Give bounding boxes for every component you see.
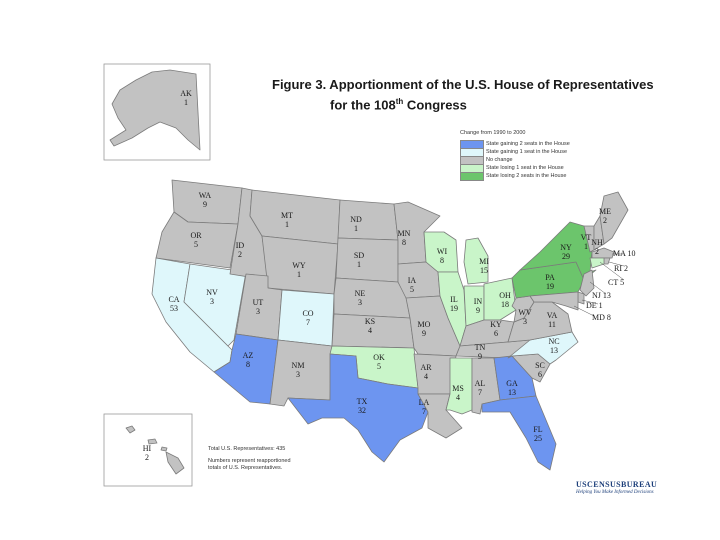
state-maine [599, 191, 629, 245]
state-hawaii [125, 425, 185, 475]
state-north-dakota [337, 199, 399, 241]
svg-text:UT3: UT 3 [253, 298, 264, 316]
svg-text:AR4: AR 4 [420, 363, 432, 381]
svg-text:NE3: NE 3 [355, 289, 366, 307]
numbers-note: Numbers represent reapportioned totals o… [208, 458, 291, 471]
svg-text:DE 1: DE 1 [586, 301, 603, 310]
northeast-side-labels: MA 10 RI 2 CT 5 NJ 13 DE 1 MD 8 [586, 249, 635, 322]
svg-text:MA 10: MA 10 [613, 249, 635, 258]
state-massachusetts [591, 247, 615, 259]
state-oregon [155, 211, 239, 269]
map-legend: Change from 1990 to 2000 State gaining 2… [460, 130, 570, 181]
svg-text:SC6: SC 6 [535, 361, 545, 379]
svg-text:NM3: NM 3 [292, 361, 305, 379]
svg-text:LA7: LA 7 [419, 398, 430, 416]
state-connecticut [589, 257, 605, 269]
svg-text:NJ 13: NJ 13 [592, 291, 611, 300]
state-indiana [463, 285, 485, 327]
state-south-dakota [335, 237, 399, 283]
svg-text:IN9: IN 9 [474, 297, 483, 315]
state-georgia [493, 355, 537, 401]
svg-text:WA9: WA 9 [199, 191, 212, 209]
leader-lines [573, 253, 625, 317]
svg-text:AK1: AK 1 [180, 89, 192, 107]
legend-label: No change [486, 157, 513, 163]
logo-name: USCENSUSBUREAU [576, 480, 658, 489]
title-line-2: for the 108th Congress [330, 97, 467, 113]
logo-tagline: Helping You Make Informed Decisions [576, 490, 654, 495]
svg-text:OK5: OK 5 [373, 353, 385, 371]
legend-label: State gaining 1 seat in the House [486, 149, 568, 155]
svg-text:HI2: HI 2 [143, 444, 152, 462]
svg-text:MN8: MN 8 [398, 229, 411, 247]
svg-text:MS4: MS 4 [452, 384, 464, 402]
svg-text:CO7: CO 7 [302, 309, 313, 327]
legend-label: State losing 1 seat in the House [486, 165, 564, 171]
svg-text:WV3: WV 3 [518, 308, 532, 326]
title-line-1: Figure 3. Apportionment of the U.S. Hous… [272, 77, 654, 92]
svg-text:ND1: ND 1 [350, 215, 362, 233]
hawaii-inset-frame [103, 413, 193, 487]
svg-text:TN9: TN 9 [475, 343, 486, 361]
state-michigan [463, 237, 489, 285]
svg-text:AL7: AL 7 [475, 379, 486, 397]
svg-text:AZ8: AZ 8 [243, 351, 254, 369]
svg-text:WI8: WI 8 [437, 247, 448, 265]
svg-text:NH2: NH 2 [591, 238, 603, 256]
state-rhode-island [603, 257, 611, 265]
legend-label: State gaining 2 seats in the House [486, 141, 570, 147]
svg-text:RI 2: RI 2 [614, 264, 628, 273]
state-maryland [529, 291, 579, 311]
legend-item-lose-2: State losing 2 seats in the House [460, 171, 570, 181]
legend-heading: Change from 1990 to 2000 [460, 130, 526, 136]
state-delaware [577, 291, 585, 305]
svg-text:MD 8: MD 8 [592, 313, 611, 322]
state-texas [287, 353, 429, 463]
state-new-mexico [269, 339, 333, 407]
svg-text:NV3: NV 3 [206, 288, 218, 306]
legend-swatch [460, 171, 484, 181]
svg-text:ME2: ME 2 [599, 207, 611, 225]
state-washington [171, 179, 243, 225]
svg-text:SD1: SD 1 [354, 251, 364, 269]
svg-text:CT 5: CT 5 [608, 278, 624, 287]
alaska-inset-frame [103, 63, 211, 161]
state-florida [481, 395, 557, 471]
state-new-jersey [579, 269, 595, 297]
map-notes: Total U.S. Representatives: 435 Numbers … [208, 446, 298, 472]
svg-text:MT1: MT 1 [281, 211, 293, 229]
svg-text:WY1: WY 1 [292, 261, 306, 279]
state-alaska [109, 69, 201, 151]
svg-text:IA5: IA 5 [408, 276, 417, 294]
svg-text:MO9: MO 9 [418, 320, 431, 338]
svg-text:VT1: VT 1 [581, 233, 592, 251]
svg-text:KS4: KS 4 [365, 317, 375, 335]
legend-label: State losing 2 seats in the House [486, 173, 567, 179]
svg-text:KY6: KY 6 [490, 320, 502, 338]
figure-title: Figure 3. Apportionment of the U.S. Hous… [272, 76, 654, 113]
total-representatives: Total U.S. Representatives: 435 [208, 446, 286, 452]
svg-text:OR5: OR 5 [190, 231, 202, 249]
state-labels: AK 1 HI 2 WA 9 OR 5 CA 53 NV 3 ID 2 MT 1 WY 1 UT 3… [143, 89, 611, 462]
census-bureau-logo: USCENSUSBUREAU Helping You Make Informed… [576, 480, 657, 495]
svg-text:ID2: ID 2 [236, 241, 245, 259]
state-ohio [483, 277, 517, 321]
